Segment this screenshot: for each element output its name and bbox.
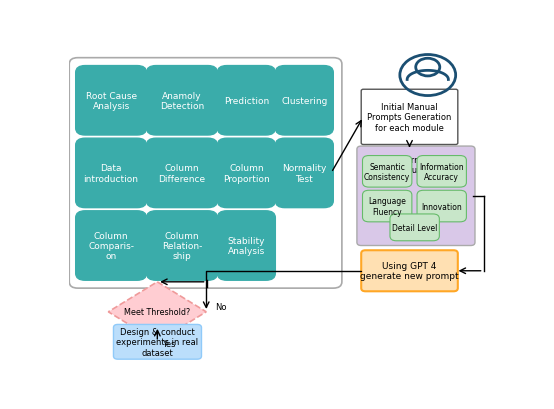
FancyBboxPatch shape (114, 325, 202, 359)
FancyBboxPatch shape (146, 66, 217, 136)
FancyBboxPatch shape (76, 139, 146, 208)
FancyBboxPatch shape (417, 156, 466, 188)
FancyBboxPatch shape (76, 211, 146, 281)
Text: Information
Accuracy: Information Accuracy (419, 162, 464, 182)
FancyBboxPatch shape (275, 66, 334, 136)
FancyBboxPatch shape (217, 139, 275, 208)
Text: Meet Threshold?: Meet Threshold? (124, 308, 191, 317)
Text: Innovation: Innovation (422, 202, 462, 211)
Text: Semantic
Consistency: Semantic Consistency (364, 162, 411, 182)
FancyBboxPatch shape (362, 156, 412, 188)
Text: Performance
Evaluation: Performance Evaluation (389, 155, 443, 175)
Text: Anamoly
Detection: Anamoly Detection (160, 91, 204, 111)
Text: Language
Fluency: Language Fluency (368, 197, 406, 216)
Text: Initial Manual
Prompts Generation
for each module: Initial Manual Prompts Generation for ea… (367, 103, 452, 133)
FancyBboxPatch shape (357, 147, 475, 246)
FancyBboxPatch shape (361, 251, 458, 292)
Text: Prediction: Prediction (224, 97, 269, 106)
Text: Clustering: Clustering (281, 97, 327, 106)
FancyBboxPatch shape (217, 66, 275, 136)
Text: Yes: Yes (162, 339, 175, 348)
Polygon shape (109, 282, 206, 342)
FancyBboxPatch shape (417, 191, 466, 222)
FancyBboxPatch shape (390, 214, 439, 241)
Text: Column
Relation-
ship: Column Relation- ship (162, 231, 202, 261)
Text: Data
introduction: Data introduction (84, 164, 138, 183)
Text: No: No (215, 302, 227, 311)
Text: Column
Proportion: Column Proportion (223, 164, 270, 183)
FancyBboxPatch shape (361, 90, 458, 145)
Text: Root Cause
Analysis: Root Cause Analysis (85, 91, 137, 111)
Text: Normality
Test: Normality Test (282, 164, 326, 183)
FancyBboxPatch shape (146, 211, 217, 281)
FancyBboxPatch shape (146, 139, 217, 208)
Text: Design & conduct
experiments in real
dataset: Design & conduct experiments in real dat… (116, 327, 198, 357)
FancyBboxPatch shape (275, 139, 334, 208)
Text: Stability
Analysis: Stability Analysis (228, 236, 265, 256)
Text: Detail Level: Detail Level (392, 223, 437, 232)
Text: Using GPT 4
generate new prompt: Using GPT 4 generate new prompt (360, 261, 459, 281)
FancyBboxPatch shape (69, 58, 342, 288)
FancyBboxPatch shape (76, 66, 146, 136)
Text: Column
Difference: Column Difference (158, 164, 206, 183)
Text: Column
Comparis-
on: Column Comparis- on (88, 231, 134, 261)
FancyBboxPatch shape (362, 191, 412, 222)
FancyBboxPatch shape (217, 211, 275, 281)
